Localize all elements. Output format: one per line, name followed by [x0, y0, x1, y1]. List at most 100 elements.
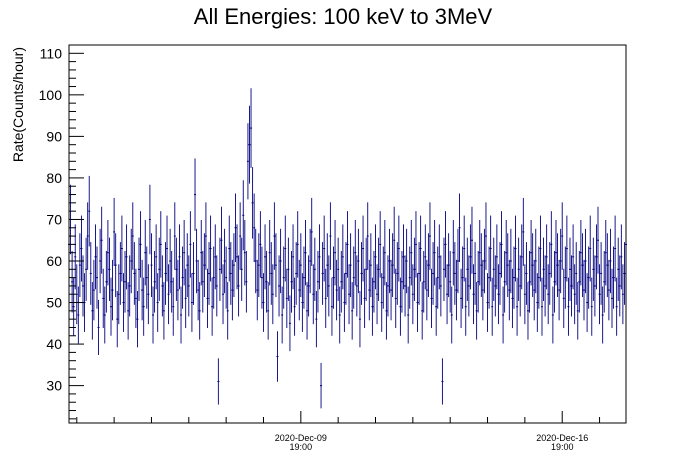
data-point	[444, 243, 447, 245]
data-point	[404, 285, 407, 287]
data-point	[450, 314, 453, 316]
data-point	[248, 144, 251, 146]
data-point	[393, 239, 396, 241]
data-point	[321, 272, 324, 274]
data-point	[379, 243, 382, 245]
data-point	[365, 268, 368, 270]
data-point	[391, 264, 394, 266]
data-point	[614, 248, 617, 250]
data-point	[197, 289, 200, 291]
data-point	[484, 235, 487, 237]
data-point	[519, 285, 522, 287]
data-point	[176, 289, 179, 291]
data-point	[348, 293, 351, 295]
data-point	[236, 256, 239, 258]
data-point	[575, 272, 578, 274]
data-point	[514, 248, 517, 250]
data-point	[533, 289, 536, 291]
data-point	[544, 285, 547, 287]
data-point	[306, 310, 309, 312]
data-point	[516, 306, 519, 308]
data-point	[399, 306, 402, 308]
data-point	[131, 235, 134, 237]
data-point	[88, 210, 91, 212]
data-point	[438, 256, 441, 258]
data-point	[282, 277, 285, 279]
data-point	[251, 202, 254, 204]
data-point	[396, 272, 399, 274]
data-point	[598, 293, 601, 295]
data-point	[407, 314, 410, 316]
data-point	[590, 306, 593, 308]
data-point	[525, 272, 528, 274]
data-point	[144, 252, 147, 254]
data-point	[158, 268, 161, 270]
data-point	[618, 285, 621, 287]
data-point	[390, 289, 393, 291]
data-point	[505, 252, 508, 254]
data-point	[386, 285, 389, 287]
data-point	[486, 302, 489, 304]
data-point	[256, 289, 259, 291]
data-point	[586, 302, 589, 304]
data-point	[593, 285, 596, 287]
data-point	[380, 302, 383, 304]
y-tick-label: 110	[40, 45, 63, 61]
data-point	[310, 231, 313, 233]
y-axis-label: Rate(Counts/hour)	[10, 47, 26, 162]
data-point	[477, 281, 480, 283]
data-point	[124, 281, 127, 283]
data-point	[200, 252, 203, 254]
data-point	[351, 310, 354, 312]
data-point	[545, 256, 548, 258]
data-point	[172, 306, 175, 308]
data-point	[231, 289, 234, 291]
data-point	[488, 277, 491, 279]
data-point	[316, 281, 319, 283]
data-point	[358, 318, 361, 320]
data-point	[491, 306, 494, 308]
data-point	[334, 252, 337, 254]
data-point	[606, 264, 609, 266]
data-point	[223, 260, 226, 262]
data-point	[433, 252, 436, 254]
data-point	[232, 264, 235, 266]
data-point	[397, 248, 400, 250]
data-point	[424, 256, 427, 258]
data-point	[567, 306, 570, 308]
data-point	[494, 285, 497, 287]
data-point	[481, 289, 484, 291]
data-point	[85, 268, 88, 270]
data-point	[284, 248, 287, 250]
data-point	[83, 302, 86, 304]
data-point	[215, 285, 218, 287]
data-point	[539, 248, 542, 250]
data-point	[142, 306, 145, 308]
data-point	[363, 297, 366, 299]
data-point	[91, 310, 94, 312]
data-point	[113, 231, 116, 233]
data-point	[584, 260, 587, 262]
data-point	[94, 256, 97, 258]
data-point	[164, 272, 167, 274]
data-point	[114, 264, 117, 266]
data-point	[150, 264, 153, 266]
data-point	[220, 239, 223, 241]
data-point	[372, 281, 375, 283]
data-point	[139, 243, 142, 245]
data-point	[509, 260, 512, 262]
data-point	[466, 268, 469, 270]
data-point	[145, 277, 148, 279]
data-point	[497, 293, 500, 295]
data-point	[173, 235, 176, 237]
data-point	[576, 310, 579, 312]
data-point	[620, 256, 623, 258]
data-point	[162, 310, 165, 312]
data-point	[402, 256, 405, 258]
data-point	[495, 256, 498, 258]
data-point	[318, 256, 321, 258]
data-point	[75, 293, 78, 295]
data-point	[100, 239, 103, 241]
data-point	[453, 272, 456, 274]
data-point	[218, 268, 221, 270]
